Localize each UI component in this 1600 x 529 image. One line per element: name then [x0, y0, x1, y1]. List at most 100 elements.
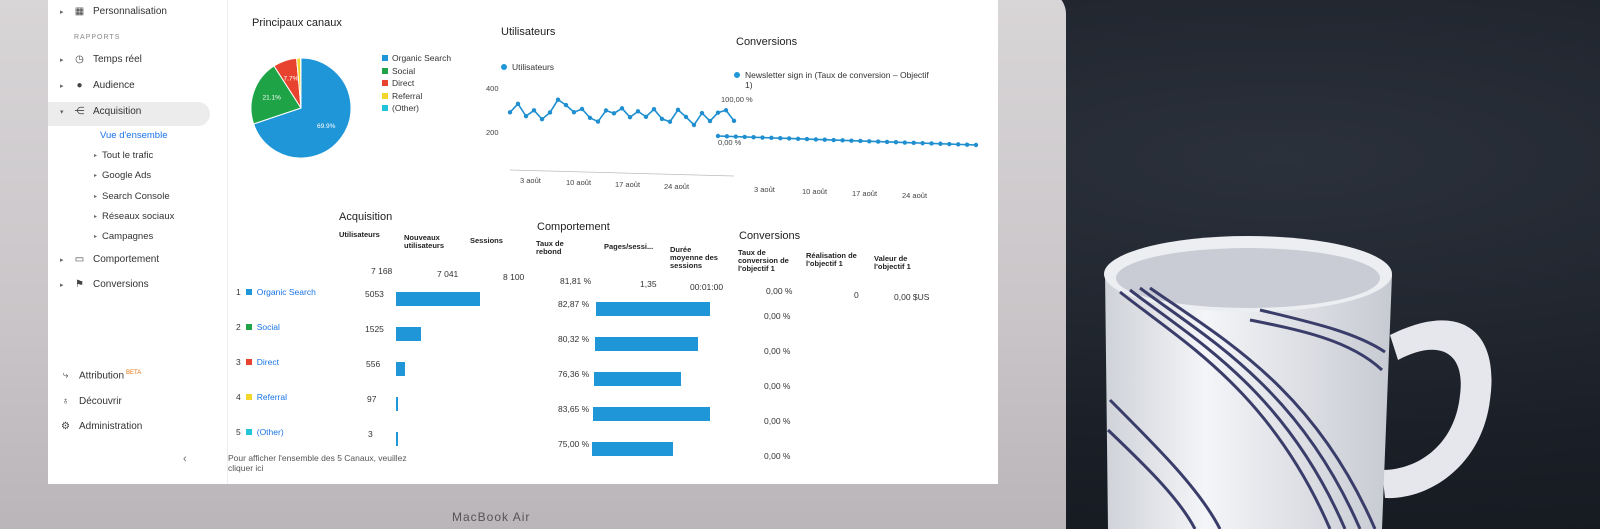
table-row[interactable]: 1 Organic Search — [236, 287, 316, 297]
col-header-value[interactable]: Valeur de l'objectif 1 — [874, 254, 911, 271]
sidebar-item-admin[interactable]: ⚙ Administration — [61, 421, 143, 432]
col-header-sessions[interactable]: Sessions — [470, 236, 503, 245]
sidebar-sub-overview[interactable]: Vue d'ensemble — [100, 130, 168, 141]
data-point[interactable] — [595, 119, 601, 124]
data-point[interactable] — [579, 106, 585, 112]
data-point[interactable] — [571, 110, 577, 115]
data-point[interactable] — [875, 139, 881, 144]
sidebar-sub-google-ads[interactable]: ▸ Google Ads — [94, 170, 152, 181]
data-point[interactable] — [531, 108, 537, 113]
sidebar-sub-campaigns[interactable]: ▸ Campagnes — [94, 231, 154, 242]
data-point[interactable] — [858, 138, 863, 144]
col-header-bounce[interactable]: Taux de rebond — [536, 239, 564, 256]
sidebar-item-attribution[interactable]: ⤷ Attribution BETA — [60, 370, 142, 381]
data-point[interactable] — [563, 102, 569, 108]
data-point[interactable] — [786, 136, 792, 141]
data-point[interactable] — [651, 106, 657, 112]
row-channel-link[interactable]: Referral — [256, 392, 287, 402]
data-point[interactable] — [707, 118, 713, 124]
sidebar-sub-all-traffic[interactable]: ▸ Tout le trafic — [94, 150, 154, 161]
sidebar-item-behavior[interactable]: ▸ ▭ Comportement — [60, 254, 160, 265]
data-point[interactable] — [795, 136, 801, 141]
data-point[interactable] — [973, 142, 979, 148]
row-channel-link[interactable]: Organic Search — [256, 287, 316, 297]
col-header-completions[interactable]: Réalisation de l'objectif 1 — [806, 251, 857, 268]
table-row[interactable]: 5 (Other) — [236, 427, 284, 437]
sidebar-item-discover[interactable]: ♁ Découvrir — [61, 396, 122, 407]
pie-slice-social[interactable] — [250, 65, 302, 125]
data-point[interactable] — [849, 138, 854, 143]
data-point[interactable] — [884, 139, 890, 145]
col-header-pages[interactable]: Pages/sessi... — [604, 242, 654, 251]
data-point[interactable] — [760, 135, 765, 140]
table-row[interactable]: 3 Direct — [236, 357, 279, 367]
data-point[interactable] — [929, 141, 934, 146]
data-point[interactable] — [840, 138, 845, 143]
sidebar-sub-search-console[interactable]: ▸ Search Console — [94, 191, 170, 202]
data-point[interactable] — [523, 113, 529, 119]
data-point[interactable] — [539, 116, 545, 122]
data-point[interactable] — [902, 140, 908, 145]
data-point[interactable] — [956, 142, 961, 147]
data-point[interactable] — [515, 101, 521, 107]
data-point[interactable] — [555, 97, 561, 102]
data-point[interactable] — [804, 136, 810, 142]
data-point[interactable] — [603, 108, 609, 113]
col-header-new-users[interactable]: Nouveaux utilisateurs — [404, 233, 445, 250]
legend-item[interactable]: Social — [382, 65, 451, 78]
sidebar-item-conversions[interactable]: ▸ ⚑ Conversions — [60, 279, 149, 290]
sidebar-item-acquisition[interactable]: ▾ ⋲ Acquisition — [60, 106, 142, 117]
data-point[interactable] — [547, 110, 553, 115]
data-point[interactable] — [733, 134, 738, 139]
row-channel-link[interactable]: (Other) — [256, 427, 284, 437]
data-point[interactable] — [742, 134, 747, 140]
data-point[interactable] — [723, 108, 729, 113]
data-point[interactable] — [507, 110, 513, 115]
data-point[interactable] — [911, 140, 916, 146]
row-channel-link[interactable]: Direct — [256, 357, 279, 367]
legend-item[interactable]: Organic Search — [382, 52, 451, 65]
data-point[interactable] — [675, 107, 681, 113]
data-point[interactable] — [831, 137, 836, 143]
data-point[interactable] — [587, 115, 593, 121]
data-point[interactable] — [778, 135, 783, 141]
legend-item[interactable]: (Other) — [382, 102, 451, 115]
data-point[interactable] — [867, 139, 872, 144]
data-point[interactable] — [683, 114, 689, 120]
table-row[interactable]: 2 Social — [236, 322, 280, 332]
sidebar-sub-social[interactable]: ▸ Réseaux sociaux — [94, 211, 175, 222]
data-point[interactable] — [920, 140, 925, 146]
data-point[interactable] — [822, 137, 827, 142]
data-point[interactable] — [964, 142, 970, 147]
data-point[interactable] — [619, 106, 625, 111]
legend-item[interactable]: Referral — [382, 90, 451, 103]
data-point[interactable] — [731, 118, 737, 124]
data-point[interactable] — [938, 141, 943, 146]
data-point[interactable] — [893, 140, 899, 145]
data-point[interactable] — [769, 135, 774, 141]
data-point[interactable] — [643, 114, 649, 119]
sidebar-item-audience[interactable]: ▸ ● Audience — [60, 80, 135, 91]
data-point[interactable] — [667, 119, 673, 124]
data-point[interactable] — [715, 133, 721, 139]
data-point[interactable] — [751, 135, 756, 140]
col-header-duration[interactable]: Durée moyenne des sessions — [670, 245, 718, 270]
see-all-channels-link[interactable]: Pour afficher l'ensemble des 5 Canaux, v… — [228, 453, 407, 473]
data-point[interactable] — [635, 109, 641, 114]
legend-item[interactable]: Direct — [382, 77, 451, 90]
data-point[interactable] — [699, 110, 705, 116]
sidebar-item-realtime[interactable]: ▸ ◷ Temps réel — [60, 54, 142, 65]
data-point[interactable] — [659, 116, 665, 122]
data-point[interactable] — [813, 137, 819, 142]
data-point[interactable] — [627, 115, 633, 120]
data-point[interactable] — [947, 141, 952, 147]
data-point[interactable] — [611, 111, 617, 116]
row-channel-link[interactable]: Social — [256, 322, 280, 332]
data-point[interactable] — [691, 122, 697, 128]
col-header-users[interactable]: Utilisateurs — [339, 230, 380, 239]
data-point[interactable] — [724, 134, 730, 139]
data-point[interactable] — [715, 110, 721, 115]
sidebar-item-personnalisation[interactable]: ▸ ▦ Personnalisation — [60, 6, 167, 17]
collapse-sidebar-icon[interactable]: ‹ — [183, 453, 187, 465]
col-header-conv-rate[interactable]: Taux de conversion de l'objectif 1 — [738, 248, 789, 273]
